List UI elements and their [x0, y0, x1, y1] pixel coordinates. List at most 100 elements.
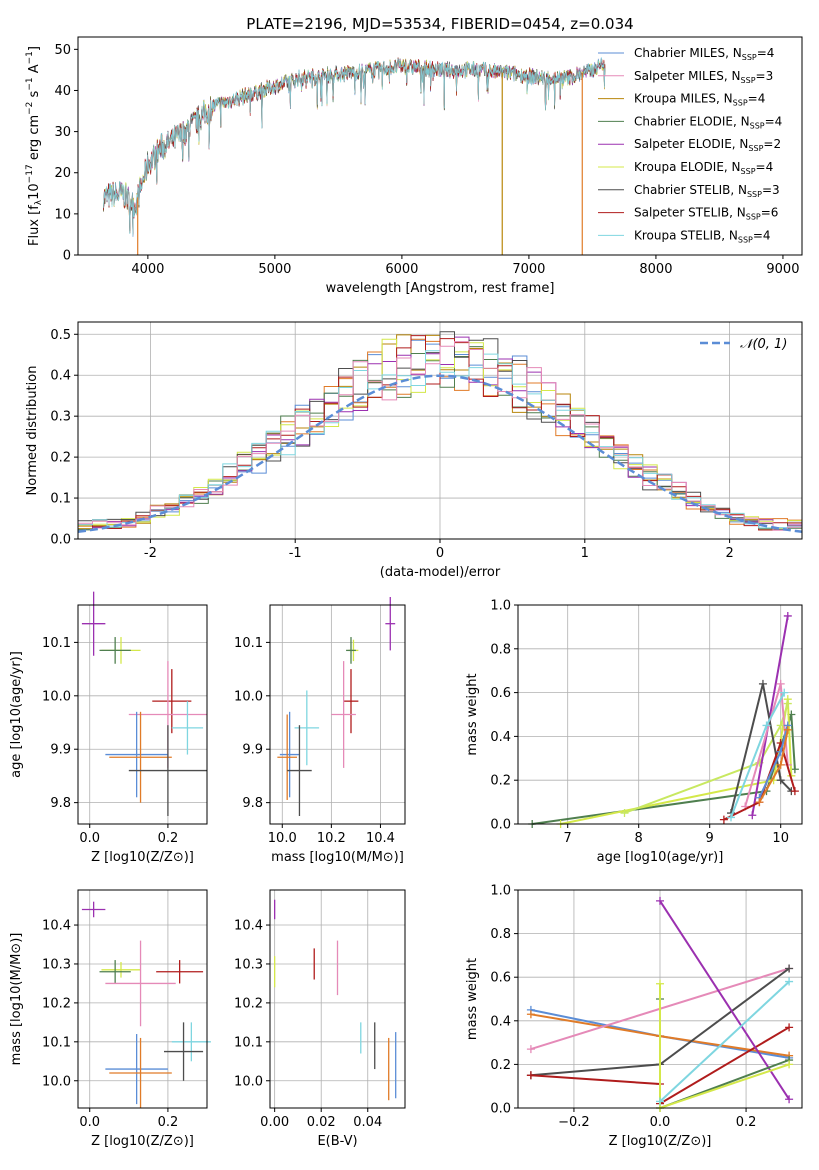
- x-tick-label: 10.0: [268, 831, 297, 846]
- x-axis-label: age [log10(age/yr)]: [597, 850, 724, 865]
- weight-marker: [785, 977, 794, 986]
- y-tick-label: 9.9: [50, 743, 71, 758]
- x-axis-label: Z [log10(Z/Z⊙)]: [609, 1134, 712, 1149]
- y-tick-label: 0.4: [490, 1014, 511, 1029]
- x-axis-label: E(B-V): [317, 1134, 357, 1149]
- y-tick-label: 10.0: [42, 689, 71, 704]
- x-tick-label: 7000: [512, 262, 545, 277]
- weight-line: [730, 683, 793, 814]
- weight-marker: [780, 688, 789, 697]
- axes-8: [514, 889, 802, 1112]
- x-axis-label: (data-model)/error: [380, 565, 501, 580]
- error-bars: [81, 901, 211, 1108]
- x-tick-label: -1: [289, 546, 302, 561]
- x-tick-label: 9: [706, 831, 714, 846]
- x-tick-label: 0.02: [307, 1115, 336, 1130]
- legend-entry: Kroupa STELIB, NSSP=4: [634, 228, 771, 244]
- axes-frame: [77, 604, 208, 825]
- y-axis-label: Normed distribution: [25, 366, 40, 496]
- weight-lines: [526, 896, 794, 1112]
- y-tick-label: 0.2: [490, 774, 511, 789]
- x-tick-label: 10.2: [317, 831, 346, 846]
- x-tick-label: 10: [772, 831, 789, 846]
- spectrum-line: [103, 57, 606, 237]
- histogram-step: [78, 341, 802, 531]
- weight-marker: [790, 765, 799, 774]
- y-axis-label: mass [log10(M/M⊙)]: [9, 933, 24, 1066]
- y-tick-label: 9.8: [50, 796, 71, 811]
- x-tick-label: 6000: [385, 262, 418, 277]
- y-tick-label: 0.5: [50, 328, 71, 343]
- x-axis-label: wavelength [Angstrom, rest frame]: [326, 281, 555, 296]
- x-axis-label: Z [log10(Z/Z⊙)]: [91, 850, 194, 865]
- weight-marker: [656, 896, 664, 905]
- weight-lines: [528, 611, 799, 828]
- axes-frame: [517, 604, 803, 825]
- axes-2: [74, 322, 802, 543]
- chart-title: PLATE=2196, MJD=53534, FIBERID=0454, z=0…: [246, 15, 633, 33]
- y-tick-label: 9.8: [242, 796, 263, 811]
- spectrum-line: [103, 58, 606, 236]
- x-tick-label: 4000: [131, 262, 164, 277]
- spectrum-line: [103, 57, 606, 233]
- spectrum-line: [103, 59, 606, 232]
- spectrum-line: [103, 57, 606, 234]
- y-tick-label: 0.0: [490, 818, 511, 833]
- weight-marker: [790, 787, 799, 796]
- legend-entry: Salpeter ELODIE, NSSP=2: [634, 137, 781, 153]
- x-tick-label: −0.2: [558, 1115, 590, 1130]
- y-tick-label: 0.4: [490, 730, 511, 745]
- legend-entry: Chabrier MILES, NSSP=4: [634, 46, 774, 62]
- weight-line: [560, 699, 793, 825]
- weight-marker: [783, 611, 792, 620]
- axes-frame: [77, 36, 803, 256]
- y-tick-label: 10.1: [234, 1035, 263, 1050]
- error-bars: [81, 591, 207, 816]
- y-tick-label: 10.2: [42, 996, 71, 1011]
- error-bars: [274, 899, 397, 1101]
- weight-marker: [776, 760, 785, 769]
- y-tick-label: 0.3: [50, 410, 71, 425]
- y-tick-label: 0.2: [490, 1058, 511, 1073]
- x-tick-label: 5000: [258, 262, 291, 277]
- x-tick-label: 8000: [639, 262, 672, 277]
- y-tick-label: 0.4: [50, 369, 71, 384]
- weight-marker: [776, 679, 785, 688]
- axes-1: [74, 48, 784, 259]
- weight-marker: [748, 811, 757, 820]
- y-tick-label: 10.0: [42, 1074, 71, 1089]
- axes-frame: [77, 321, 803, 540]
- y-axis-label: mass weight: [465, 958, 480, 1040]
- x-tick-label: 1: [581, 546, 589, 561]
- y-tick-label: 10.3: [42, 957, 71, 972]
- x-tick-label: -2: [144, 546, 157, 561]
- axes-7: [266, 890, 405, 1112]
- spectrum-line: [103, 58, 606, 234]
- x-tick-label: 0.0: [650, 1115, 671, 1130]
- legend-entry: 𝒩(0, 1): [740, 337, 787, 352]
- y-tick-label: 1.0: [490, 599, 511, 614]
- weight-line: [530, 1074, 661, 1085]
- y-tick-label: 0.2: [50, 451, 71, 466]
- x-tick-label: 9000: [766, 262, 799, 277]
- y-tick-label: 9.9: [242, 743, 263, 758]
- y-tick-label: 10.2: [234, 996, 263, 1011]
- spectrum-line: [103, 58, 606, 237]
- y-tick-label: 30: [54, 125, 71, 140]
- y-axis-label: Flux [fλ10−17 erg cm−2 s−1 A−1]: [25, 46, 44, 246]
- weight-marker: [762, 721, 771, 730]
- axes-frame: [77, 889, 208, 1109]
- y-tick-label: 10.1: [42, 636, 71, 651]
- y-tick-label: 1.0: [490, 884, 511, 899]
- y-tick-label: 10.4: [234, 919, 263, 934]
- y-tick-label: 0.6: [490, 686, 511, 701]
- weight-marker: [785, 1023, 794, 1032]
- y-tick-label: 0.0: [490, 1102, 511, 1117]
- x-tick-label: 7: [564, 831, 572, 846]
- error-bars: [277, 596, 396, 816]
- weight-line: [751, 615, 789, 816]
- x-tick-label: 2: [725, 546, 733, 561]
- x-tick-label: 10.4: [366, 831, 395, 846]
- normal-curve: [77, 374, 803, 534]
- y-tick-label: 10.1: [234, 636, 263, 651]
